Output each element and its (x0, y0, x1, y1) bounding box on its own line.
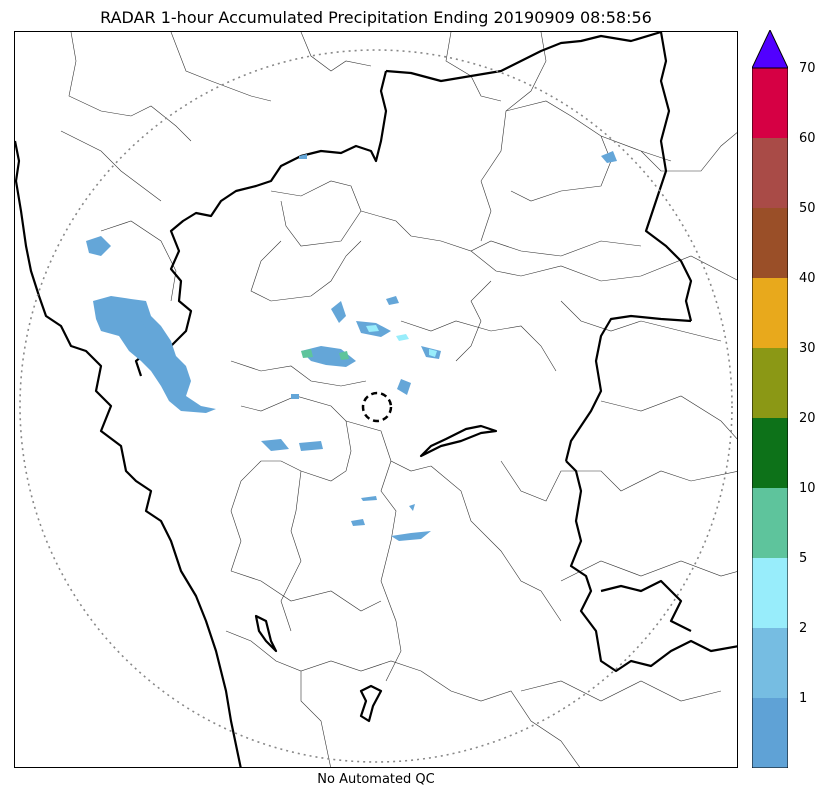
colorbar-label-1: 1 (799, 691, 808, 706)
radar-site-marker[interactable] (361, 391, 393, 423)
heavier-echoes (301, 325, 437, 360)
colorbar-label-50: 50 (799, 201, 816, 216)
precipitation-echoes (86, 151, 617, 541)
colorbar-segment-2 (752, 628, 788, 698)
radar-map[interactable] (14, 31, 738, 768)
colorbar-label-5: 5 (799, 551, 808, 566)
colorbar-label-2: 2 (799, 621, 808, 636)
colorbar-segment-1 (752, 698, 788, 768)
colorbar-label-40: 40 (799, 271, 816, 286)
colorbar-segment-5 (752, 418, 788, 488)
colorbar-label-30: 30 (799, 341, 816, 356)
map-canvas (15, 32, 737, 767)
district-boundaries (60, 32, 737, 767)
colorbar-segment-6 (752, 348, 788, 418)
colorbar-segment-4 (752, 488, 788, 558)
colorbar-label-20: 20 (799, 411, 816, 426)
range-ring (19, 49, 733, 763)
colorbar (752, 30, 788, 768)
qc-caption: No Automated QC (317, 772, 435, 787)
colorbar-segment-7 (752, 278, 788, 348)
colorbar-segment-9 (752, 138, 788, 208)
colorbar-label-70: 70 (799, 61, 816, 76)
colorbar-segment-3 (752, 558, 788, 628)
map-title: RADAR 1-hour Accumulated Precipitation E… (100, 8, 652, 27)
colorbar-label-60: 60 (799, 131, 816, 146)
colorbar-segment-10 (752, 68, 788, 138)
state-boundaries (15, 32, 737, 767)
colorbar-extend-arrow (752, 30, 788, 69)
colorbar-segment-8 (752, 208, 788, 278)
colorbar-label-10: 10 (799, 481, 816, 496)
